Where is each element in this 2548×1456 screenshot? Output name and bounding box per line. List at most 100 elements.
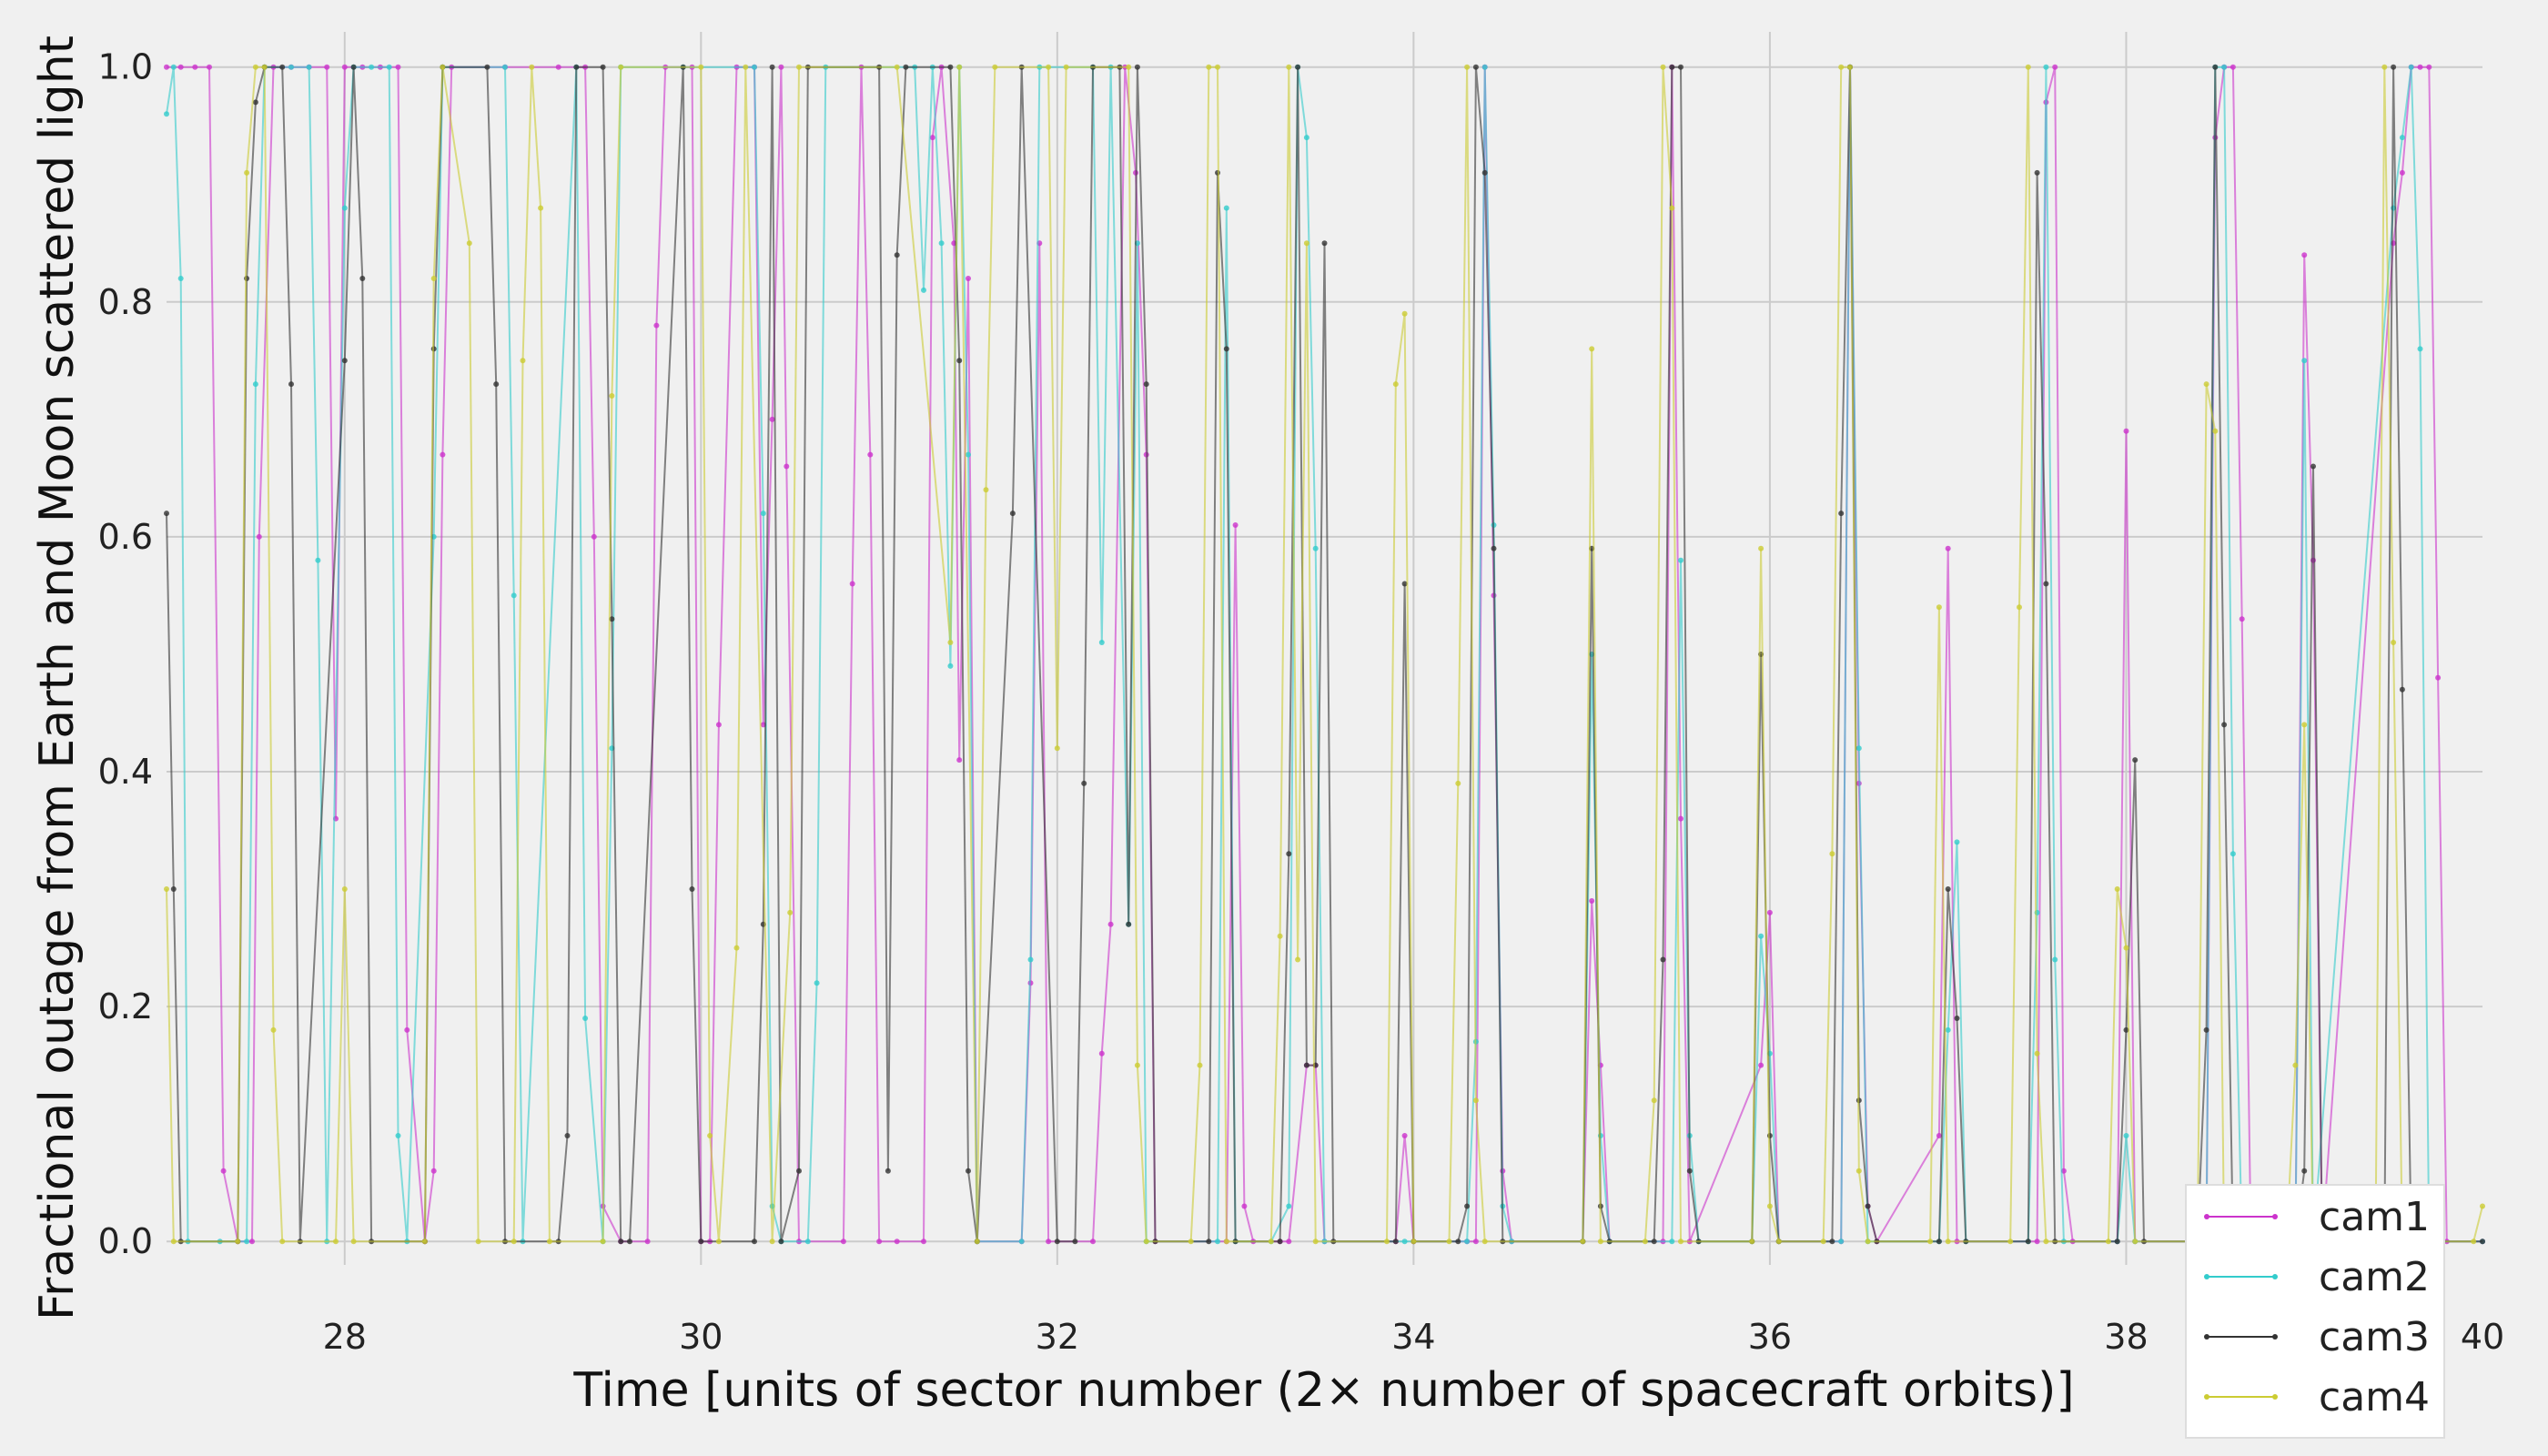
- data-point-cam3: [288, 381, 294, 388]
- data-point-cam3: [564, 1133, 571, 1138]
- data-point-cam4: [609, 393, 615, 399]
- data-point-cam3: [1054, 1239, 1060, 1245]
- data-point-cam3: [2391, 64, 2397, 70]
- data-point-cam3: [2132, 757, 2138, 763]
- data-point-cam4: [1410, 1239, 1417, 1245]
- data-point-cam4: [1206, 64, 1212, 70]
- data-point-cam4: [1669, 205, 1675, 211]
- data-point-cam4: [170, 1239, 177, 1245]
- data-point-cam1: [1589, 898, 1595, 904]
- data-point-cam4: [733, 945, 740, 951]
- data-point-cam3: [2310, 463, 2316, 470]
- data-point-cam3: [752, 1239, 757, 1245]
- data-point-cam2: [938, 240, 945, 247]
- data-point-cam4: [350, 1239, 357, 1245]
- data-point-cam1: [1241, 1203, 1248, 1209]
- data-point-cam2: [341, 205, 348, 211]
- data-point-cam1: [249, 1239, 255, 1245]
- data-point-cam3: [2212, 64, 2219, 70]
- data-point-cam1: [2034, 1239, 2040, 1245]
- data-point-cam4: [2123, 945, 2129, 951]
- y-axis-label: Fractional outage from Earth and Moon sc…: [30, 35, 85, 1320]
- data-point-cam4: [2017, 604, 2022, 611]
- data-point-cam2: [252, 381, 258, 388]
- y-tick-labels: 0.0 0.2 0.4 0.6 0.8 1.0: [98, 47, 153, 1261]
- data-point-cam1: [192, 64, 198, 70]
- data-point-cam2: [1838, 1239, 1845, 1245]
- data-point-cam1: [2435, 674, 2442, 681]
- data-point-cam1: [1046, 1239, 1052, 1245]
- data-point-cam2: [2221, 64, 2228, 70]
- data-point-cam3: [2043, 581, 2049, 587]
- data-point-cam4: [1046, 64, 1052, 70]
- legend-marker-cam1: [2272, 1214, 2278, 1219]
- data-point-cam4: [992, 64, 998, 70]
- data-point-cam4: [1464, 64, 1471, 70]
- data-point-cam1: [1766, 909, 1773, 915]
- data-point-cam2: [1303, 135, 1309, 141]
- data-point-cam4: [1401, 310, 1408, 317]
- data-point-cam3: [484, 64, 490, 70]
- data-point-cam4: [1126, 64, 1132, 70]
- legend-marker-cam3: [2272, 1334, 2278, 1340]
- data-point-cam2: [1945, 1026, 1951, 1033]
- data-point-cam3: [1945, 886, 1951, 892]
- data-point-cam1: [1936, 1133, 1942, 1138]
- data-point-cam3: [1829, 1239, 1835, 1245]
- data-point-cam4: [235, 1239, 241, 1245]
- data-point-cam3: [2480, 1239, 2485, 1245]
- data-point-cam3: [1134, 64, 1140, 70]
- legend-marker-cam4: [2204, 1394, 2209, 1400]
- data-point-cam2: [164, 111, 169, 117]
- data-point-cam1: [220, 1168, 227, 1174]
- data-point-cam3: [1936, 1239, 1942, 1245]
- data-point-cam3: [600, 64, 606, 70]
- data-point-cam3: [1277, 1239, 1283, 1245]
- data-point-cam1: [644, 1239, 651, 1245]
- data-point-cam1: [1098, 1050, 1105, 1057]
- data-point-cam4: [2391, 640, 2397, 645]
- legend-label-cam3: cam3: [2319, 1314, 2430, 1360]
- data-point-cam3: [1009, 511, 1016, 517]
- data-point-cam4: [769, 1239, 775, 1245]
- x-tick-label: 30: [679, 1317, 723, 1357]
- data-point-cam2: [2408, 64, 2414, 70]
- data-point-cam4: [1446, 1239, 1452, 1245]
- data-point-cam4: [1312, 1239, 1319, 1245]
- data-point-cam4: [475, 1239, 481, 1245]
- data-point-cam1: [591, 533, 597, 540]
- data-point-cam4: [341, 886, 348, 892]
- data-point-cam2: [2043, 64, 2049, 70]
- data-point-cam3: [1954, 1016, 1960, 1021]
- data-point-cam1: [404, 1026, 410, 1033]
- legend-label-cam1: cam1: [2319, 1194, 2430, 1240]
- data-point-cam4: [698, 64, 704, 70]
- data-point-cam1: [440, 451, 446, 458]
- data-point-cam3: [627, 1239, 632, 1245]
- data-point-cam3: [1865, 1203, 1871, 1209]
- data-point-cam3: [1303, 1062, 1309, 1068]
- data-point-cam4: [1295, 956, 1301, 963]
- data-point-cam4: [1215, 64, 1220, 70]
- data-point-cam2: [2230, 851, 2236, 857]
- data-point-cam4: [1927, 1239, 1934, 1245]
- data-point-cam1: [395, 64, 401, 70]
- data-point-cam1: [256, 533, 262, 540]
- x-tick-label: 36: [1748, 1317, 1792, 1357]
- legend-marker-cam1: [2204, 1214, 2209, 1219]
- data-point-cam2: [2399, 135, 2405, 141]
- data-point-cam2: [502, 64, 508, 70]
- data-point-cam4: [164, 886, 169, 892]
- y-tick-label: 0.2: [98, 986, 153, 1026]
- data-point-cam4: [2301, 722, 2308, 728]
- data-point-cam3: [359, 276, 366, 281]
- data-point-cam3: [778, 1239, 784, 1245]
- data-point-cam4: [2471, 1239, 2477, 1245]
- data-point-cam2: [582, 1016, 589, 1021]
- x-tick-label: 34: [1391, 1317, 1435, 1357]
- data-point-cam1: [324, 64, 330, 70]
- data-point-cam2: [2417, 346, 2423, 352]
- data-point-cam3: [618, 1239, 624, 1245]
- data-point-cam4: [1481, 1239, 1488, 1245]
